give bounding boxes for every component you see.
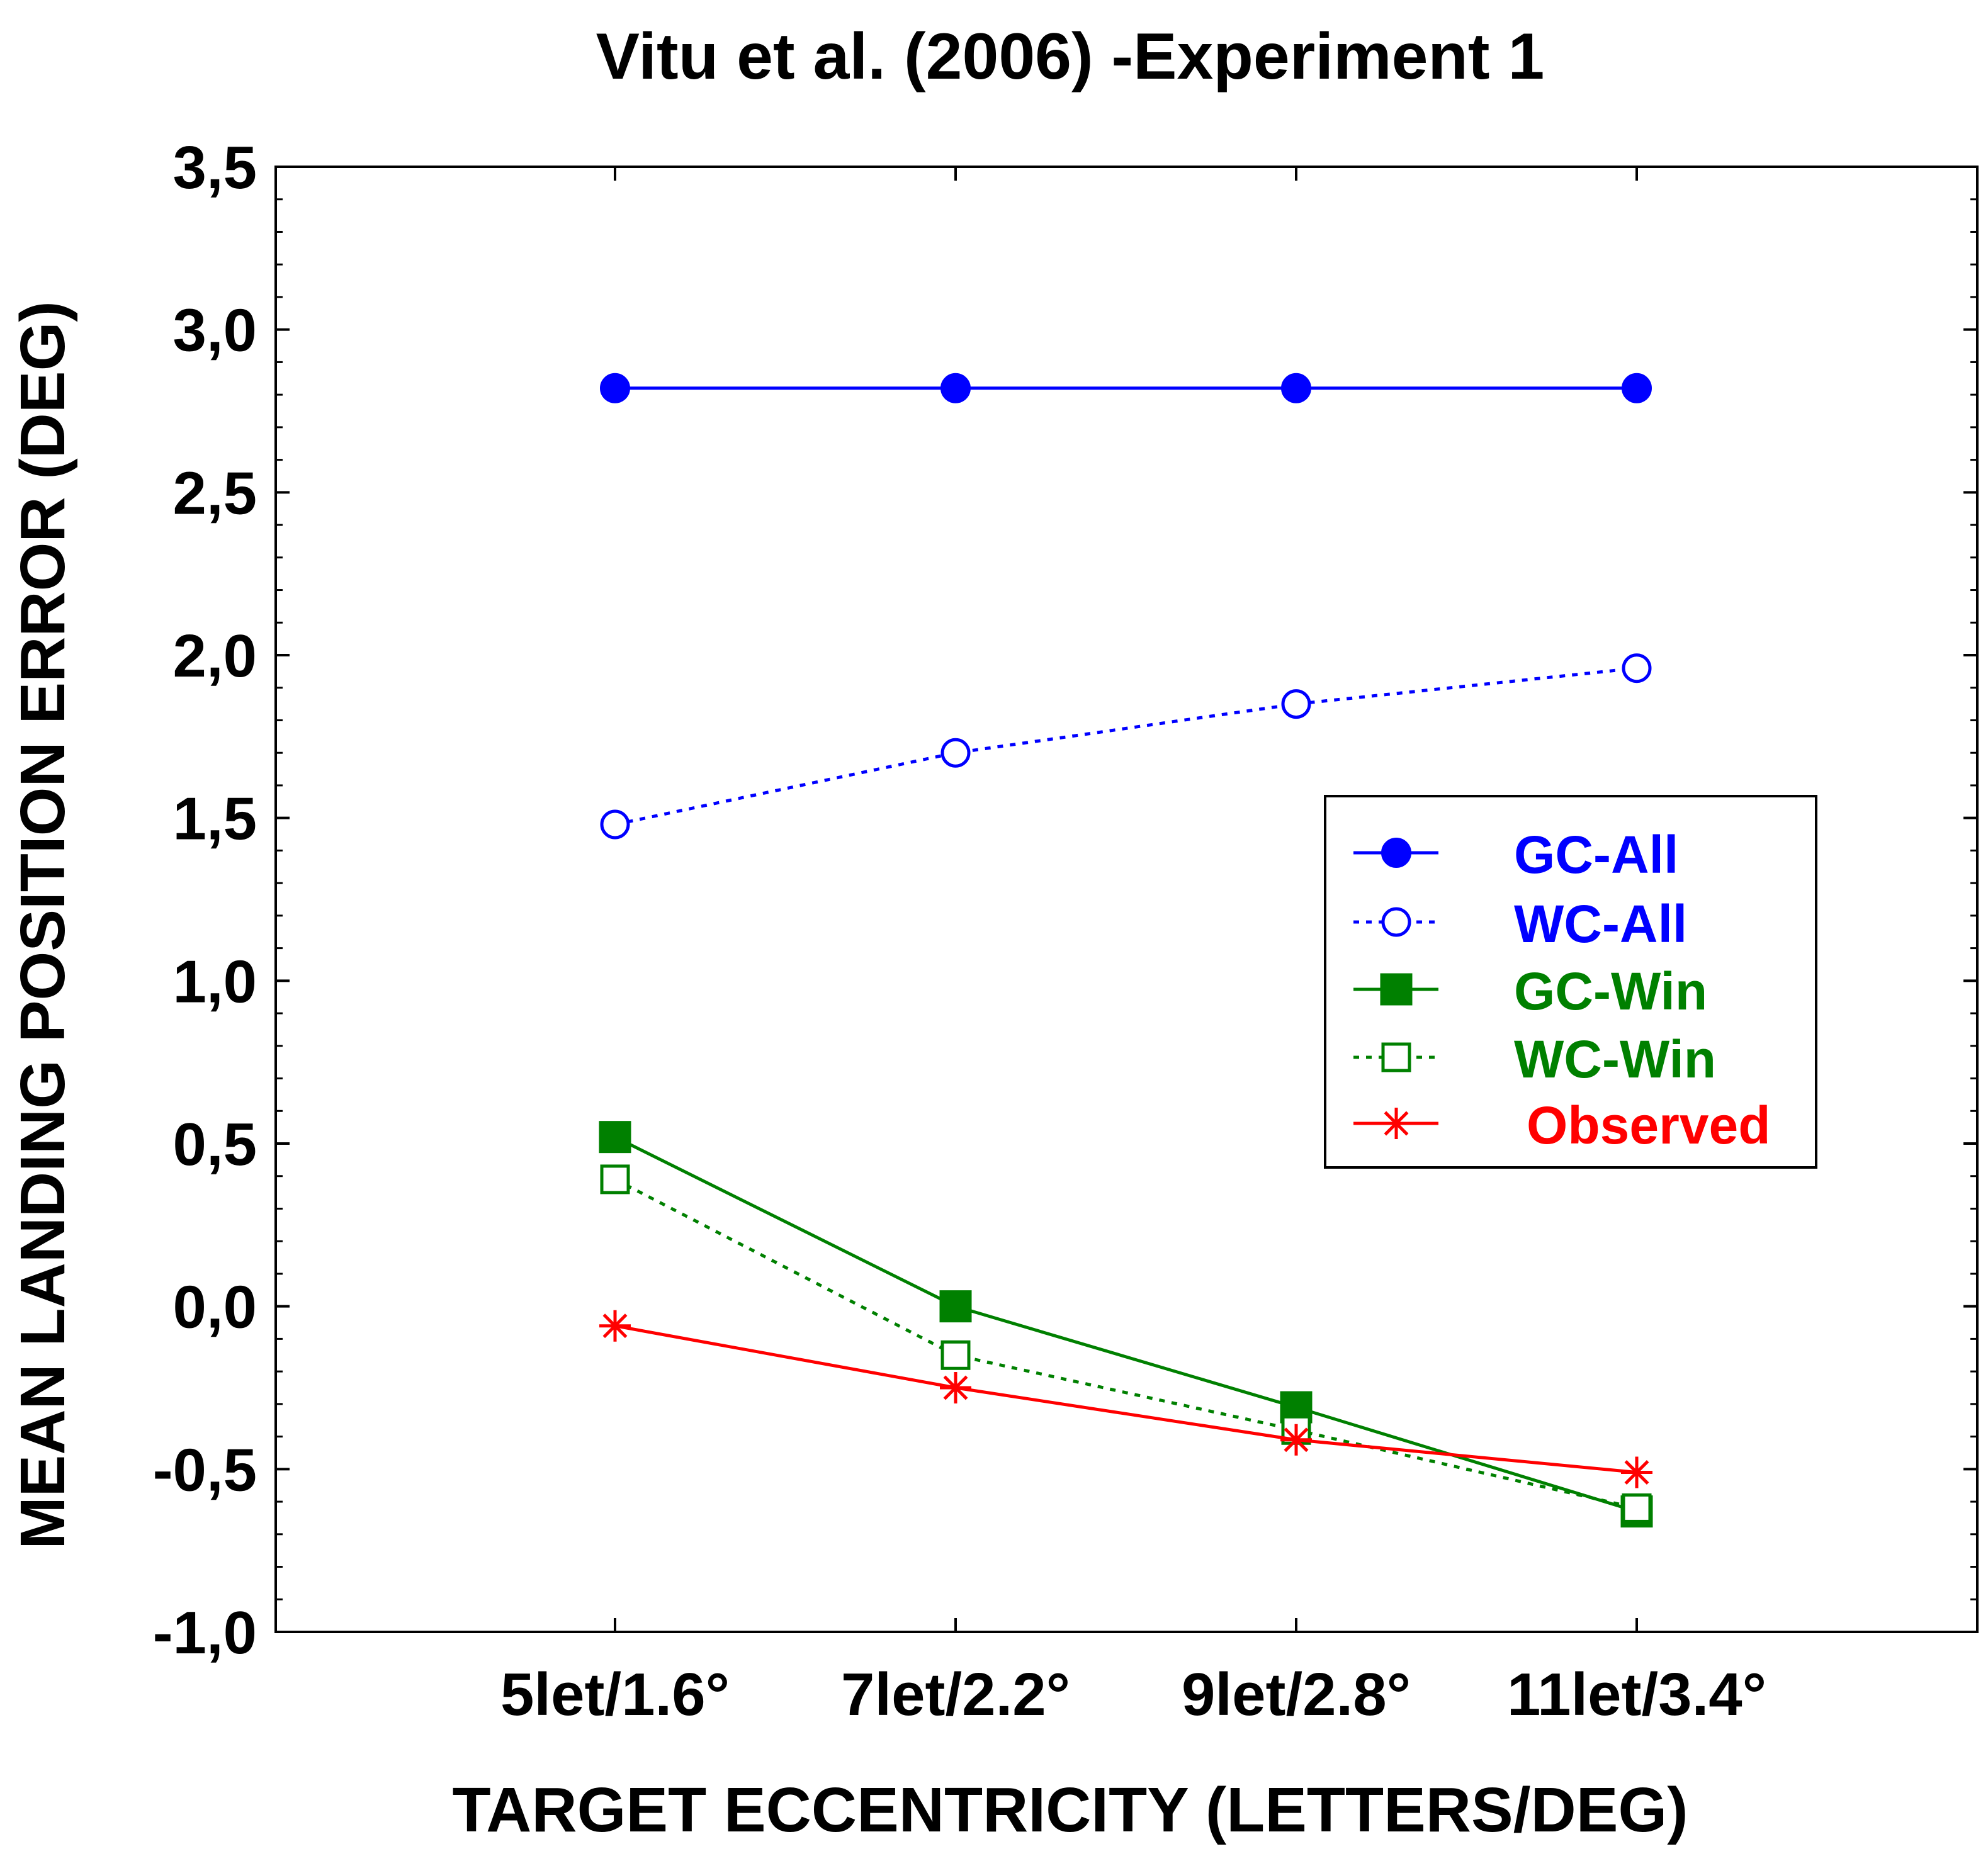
y-tick-label: -1,0	[153, 1599, 257, 1667]
data-point-gc-all	[1281, 373, 1311, 403]
legend-label-gc-all: GC-All	[1514, 825, 1678, 884]
data-point-wc-win	[600, 1164, 630, 1195]
legend-label-observed: Observed	[1527, 1096, 1771, 1155]
y-tick-label: 3,5	[173, 134, 257, 201]
y-tick-label: 0,0	[173, 1274, 257, 1341]
legend-marker-gc-win	[1380, 973, 1413, 1006]
data-point-observed	[1621, 1456, 1652, 1488]
legend-item-gc-win: GC-Win	[1353, 962, 1707, 1021]
x-tick-label: 5let/1.6°	[500, 1661, 730, 1728]
legend-marker-observed	[1381, 1108, 1412, 1139]
data-point-wc-all	[1622, 653, 1652, 683]
series-wc-all	[600, 653, 1652, 840]
series-line-wc-win	[614, 1178, 1637, 1510]
x-tick-label: 7let/2.2°	[841, 1661, 1070, 1728]
legend-label-wc-win: WC-Win	[1514, 1030, 1716, 1089]
data-point-gc-all	[940, 373, 971, 403]
legend-marker-gc-all	[1381, 838, 1411, 868]
y-tick-label: 1,5	[173, 785, 257, 853]
data-point-gc-all	[600, 373, 630, 403]
legend: GC-All WC-All GC-Win WC-Win Observed	[1324, 795, 1817, 1169]
legend-marker-wc-win	[1381, 1042, 1411, 1072]
legend-item-wc-win: WC-Win	[1353, 1030, 1716, 1089]
series-line-observed	[614, 1324, 1637, 1474]
data-point-wc-all	[1281, 689, 1311, 719]
legend-item-observed: Observed	[1353, 1096, 1771, 1155]
data-point-observed	[940, 1372, 971, 1403]
data-point-wc-win	[1622, 1493, 1652, 1523]
series-line-wc-all	[614, 666, 1637, 826]
data-point-wc-all	[600, 809, 630, 840]
data-point-wc-all	[940, 738, 971, 768]
legend-label-gc-win: GC-Win	[1514, 962, 1707, 1021]
legend-label-wc-all: WC-All	[1514, 894, 1687, 953]
plot-area-frame	[274, 166, 1979, 1633]
data-point-observed	[1280, 1424, 1312, 1456]
legend-item-gc-all: GC-All	[1353, 825, 1678, 884]
data-point-gc-win	[599, 1121, 631, 1154]
data-point-observed	[599, 1310, 631, 1342]
y-axis-label: MEAN LANDING POSITION ERROR (DEG)	[8, 301, 78, 1549]
series-line-gc-win	[614, 1135, 1637, 1513]
y-tick-label: 3,0	[173, 297, 257, 364]
data-point-gc-win	[939, 1290, 972, 1323]
y-tick-label: -0,5	[153, 1436, 257, 1504]
y-tick-label: 0,5	[173, 1111, 257, 1178]
legend-item-wc-all: WC-All	[1353, 894, 1687, 953]
x-tick-label: 11let/3.4°	[1507, 1661, 1766, 1728]
chart-title: Vitu et al. (2006) -Experiment 1	[596, 20, 1545, 93]
series-gc-all	[600, 373, 1652, 403]
legend-marker-wc-all	[1381, 907, 1411, 937]
series-gc-win	[599, 1121, 1653, 1528]
y-tick-label: 2,5	[173, 459, 257, 527]
x-axis-label: TARGET ECCENTRICITY (LETTERS/DEG)	[453, 1775, 1688, 1845]
data-point-gc-all	[1622, 373, 1652, 403]
y-tick-label: 2,0	[173, 622, 257, 690]
series-observed	[599, 1310, 1652, 1488]
y-tick-label: 1,0	[173, 948, 257, 1015]
x-tick-label: 9let/2.8°	[1182, 1661, 1411, 1728]
data-point-wc-win	[940, 1340, 971, 1370]
